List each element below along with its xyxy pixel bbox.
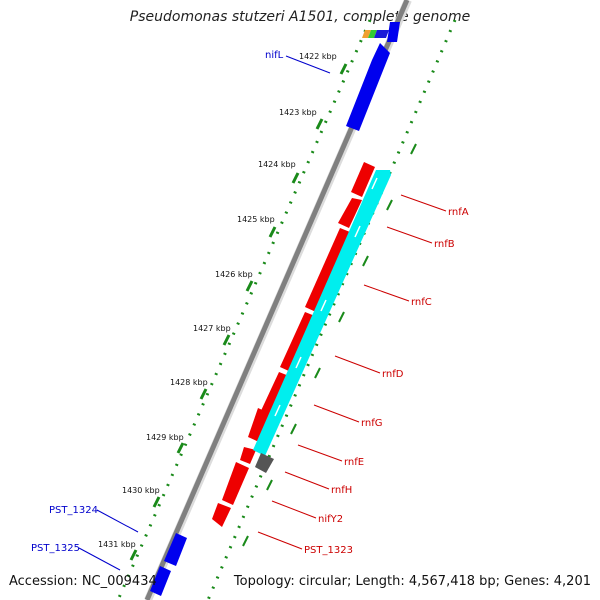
scale-label: 1422 kbp: [299, 52, 337, 61]
gene-rnfB-body[interactable]: [338, 198, 362, 228]
label-rnfC[interactable]: rnfC: [411, 297, 432, 308]
label-nifL[interactable]: nifL: [265, 50, 284, 61]
scale-label: 1429 kbp: [146, 433, 184, 442]
major-tick: [315, 118, 324, 130]
outer-tick-ring-right: [206, 19, 457, 600]
genome-summary-text: Topology: circular; Length: 4,567,418 bp…: [233, 574, 591, 589]
label-leader: [284, 471, 330, 490]
major-tick: [339, 63, 348, 75]
scale-label: 1425 kbp: [237, 215, 275, 224]
minor-tick: [290, 423, 297, 435]
minor-tick: [362, 255, 369, 267]
genome-title: Pseudomonas stutzeri A1501, complete gen…: [129, 9, 471, 25]
label-rnfA[interactable]: rnfA: [448, 207, 469, 218]
gene-rnfH-body[interactable]: [240, 447, 256, 464]
track-separator: [320, 299, 327, 312]
major-ticks: [129, 63, 348, 561]
major-tick: [129, 549, 138, 561]
gene-rnfE-body[interactable]: [248, 408, 269, 442]
reverse-gene-labels: rnfA rnfB rnfC rnfD rnfG rnfE rnfH nifY2…: [257, 194, 469, 556]
minor-tick: [386, 199, 393, 211]
gene-PST_1324[interactable]: [164, 533, 187, 566]
scale-label: 1428 kbp: [170, 378, 208, 387]
minor-tick: [266, 479, 273, 491]
minor-tick: [338, 311, 345, 323]
gene-grey[interactable]: [255, 453, 274, 473]
label-rnfG[interactable]: rnfG: [361, 418, 383, 429]
label-nifY2[interactable]: nifY2: [318, 514, 343, 525]
gene-PST_1325[interactable]: [150, 566, 171, 596]
rnf-operon-track: [253, 170, 391, 456]
scale-label: 1424 kbp: [258, 160, 296, 169]
major-tick: [176, 442, 185, 454]
scale-label: 1427 kbp: [193, 324, 231, 333]
major-tick: [291, 172, 300, 184]
label-PST_1324[interactable]: PST_1324: [49, 505, 98, 516]
top-gene-fragments: [362, 22, 400, 42]
gene-nifL[interactable]: [346, 43, 390, 131]
label-leader: [96, 509, 139, 533]
label-leader: [78, 547, 121, 571]
label-leader: [363, 284, 410, 302]
scale-label: 1431 kbp: [98, 540, 136, 549]
label-leader: [285, 55, 331, 74]
label-leader: [313, 404, 360, 423]
major-tick: [222, 334, 231, 346]
minor-ticks: [242, 143, 417, 547]
outer-tick-ring-left: [116, 19, 372, 600]
label-leader: [257, 531, 303, 550]
scale-label: 1423 kbp: [279, 108, 317, 117]
label-leader: [271, 500, 317, 519]
minor-tick: [314, 367, 321, 379]
label-leader: [297, 444, 343, 462]
label-rnfD[interactable]: rnfD: [382, 369, 404, 380]
minor-tick: [410, 143, 417, 155]
major-tick: [152, 496, 161, 508]
label-rnfE[interactable]: rnfE: [344, 457, 364, 468]
label-rnfB[interactable]: rnfB: [434, 239, 455, 250]
scale-label: 1426 kbp: [215, 270, 253, 279]
track-separator: [371, 177, 378, 190]
gene-rnfD-body[interactable]: [280, 312, 315, 372]
minor-tick: [242, 535, 249, 547]
gene-rnfC-body[interactable]: [305, 228, 350, 312]
gene-fragment-blue-2: [387, 22, 400, 42]
accession-text: Accession: NC_009434: [9, 574, 157, 589]
track-separator: [274, 404, 281, 417]
track-separator: [295, 356, 302, 369]
track-separator: [354, 225, 361, 238]
reverse-gene-track: [212, 162, 375, 527]
gene-rnfG-body[interactable]: [259, 372, 289, 420]
major-tick: [268, 226, 277, 238]
label-rnfH[interactable]: rnfH: [331, 485, 352, 496]
gene-fragment-blue: [374, 30, 389, 38]
gene-PST_1323-body[interactable]: [212, 503, 231, 527]
major-tick: [245, 280, 254, 292]
scale-labels: 1422 kbp 1423 kbp 1424 kbp 1425 kbp 1426…: [98, 52, 337, 549]
forward-gene-labels: nifL PST_1324 PST_1325: [31, 50, 331, 571]
label-leader: [386, 226, 433, 244]
label-PST_1323[interactable]: PST_1323: [304, 545, 353, 556]
label-leader: [334, 355, 381, 374]
label-PST_1325[interactable]: PST_1325: [31, 543, 80, 554]
gene-rnfA-body[interactable]: [351, 162, 375, 197]
label-leader: [400, 194, 447, 212]
scale-label: 1430 kbp: [122, 486, 160, 495]
major-tick: [199, 388, 208, 400]
gene-nifY2-body[interactable]: [222, 462, 249, 505]
